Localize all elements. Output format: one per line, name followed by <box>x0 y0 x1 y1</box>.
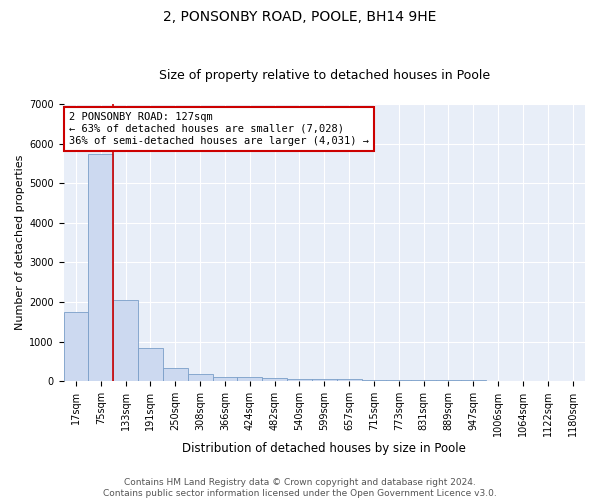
Bar <box>64 312 88 381</box>
Bar <box>312 379 337 381</box>
X-axis label: Distribution of detached houses by size in Poole: Distribution of detached houses by size … <box>182 442 466 455</box>
Bar <box>188 374 212 381</box>
Text: 2 PONSONBY ROAD: 127sqm
← 63% of detached houses are smaller (7,028)
36% of semi: 2 PONSONBY ROAD: 127sqm ← 63% of detache… <box>69 112 369 146</box>
Bar <box>287 379 312 381</box>
Bar <box>88 154 113 381</box>
Bar <box>238 378 262 381</box>
Bar <box>436 380 461 381</box>
Bar <box>212 377 238 381</box>
Bar <box>337 380 362 381</box>
Bar <box>411 380 436 381</box>
Bar <box>262 378 287 381</box>
Bar <box>386 380 411 381</box>
Bar <box>163 368 188 381</box>
Text: Contains HM Land Registry data © Crown copyright and database right 2024.
Contai: Contains HM Land Registry data © Crown c… <box>103 478 497 498</box>
Text: 2, PONSONBY ROAD, POOLE, BH14 9HE: 2, PONSONBY ROAD, POOLE, BH14 9HE <box>163 10 437 24</box>
Bar <box>461 380 485 381</box>
Bar <box>485 380 511 381</box>
Bar <box>362 380 386 381</box>
Bar <box>113 300 138 381</box>
Bar <box>138 348 163 381</box>
Y-axis label: Number of detached properties: Number of detached properties <box>15 155 25 330</box>
Title: Size of property relative to detached houses in Poole: Size of property relative to detached ho… <box>158 69 490 82</box>
